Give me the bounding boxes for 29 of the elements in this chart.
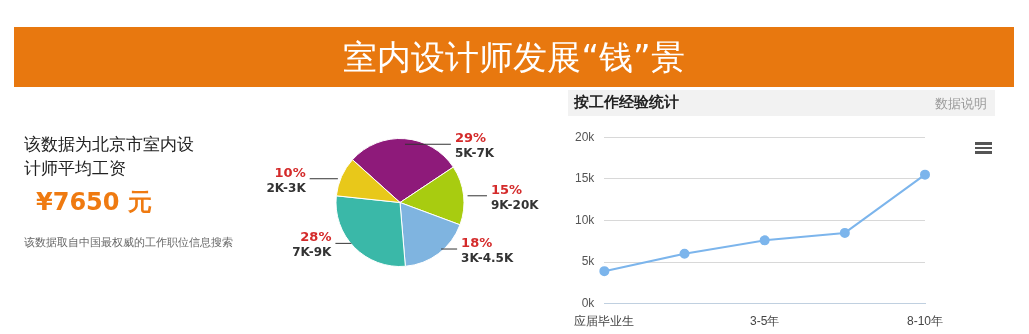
slice-label: 3K-4.5K bbox=[461, 251, 514, 266]
y-tick-label: 10k bbox=[574, 212, 596, 227]
point bbox=[679, 248, 690, 259]
text: 该数据为北京市室内设计师平均工资 bbox=[24, 133, 195, 180]
data-label: 15% bbox=[491, 181, 523, 197]
x-tick-label: 应届毕业生 bbox=[574, 314, 635, 329]
text: ¥7650 元 bbox=[36, 187, 152, 218]
slice-label: 2K-3K bbox=[266, 180, 307, 195]
y-tick-label: 20k bbox=[574, 129, 596, 144]
y-tick-label: 5k bbox=[581, 254, 596, 269]
x-tick-label: 8-10年 bbox=[906, 314, 944, 329]
data-label: 10% bbox=[274, 164, 306, 180]
data-label: 29% bbox=[454, 130, 487, 146]
slice-label: 9K-20K bbox=[491, 197, 540, 212]
slice-label: 5K-7K bbox=[454, 146, 495, 161]
x-tick-label: 3-5年 bbox=[750, 314, 780, 329]
point bbox=[920, 169, 930, 180]
slice-label: 7K-9K bbox=[292, 245, 333, 260]
text: 室内设计师发展“钱”景 bbox=[14, 27, 1014, 87]
data-label: 18% bbox=[461, 235, 493, 251]
point bbox=[759, 235, 770, 246]
data-label: 28% bbox=[300, 229, 332, 245]
text: 该数据取自中国最权威的工作职位信息搜索 bbox=[24, 235, 234, 250]
chart-title: 按工作经验统计 bbox=[574, 93, 679, 112]
point bbox=[839, 227, 850, 238]
text: 数据说明 bbox=[935, 95, 987, 113]
y-tick-label: 15k bbox=[574, 171, 596, 186]
y-tick-label: 0k bbox=[581, 295, 596, 310]
point bbox=[599, 266, 610, 277]
